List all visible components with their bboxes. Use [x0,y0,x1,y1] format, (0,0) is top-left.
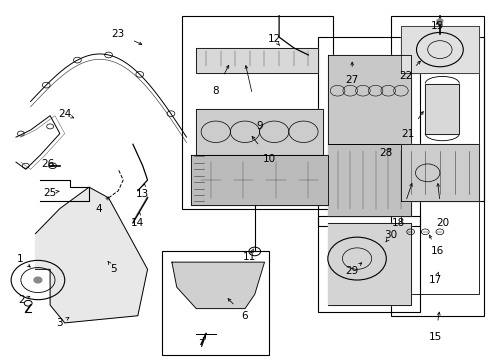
Polygon shape [328,144,411,216]
Polygon shape [172,262,265,309]
Text: 27: 27 [345,75,359,85]
Polygon shape [196,48,318,73]
Text: 9: 9 [256,121,263,131]
Text: 3: 3 [56,318,63,328]
Text: 4: 4 [96,203,102,213]
Polygon shape [401,144,479,202]
Polygon shape [425,84,460,134]
Text: 13: 13 [136,189,149,199]
Text: 23: 23 [112,28,125,39]
Polygon shape [328,223,411,305]
Polygon shape [401,26,479,73]
Text: 30: 30 [385,230,398,240]
Circle shape [437,19,443,23]
Text: 15: 15 [428,332,441,342]
Text: 19: 19 [431,21,444,31]
Text: 26: 26 [41,159,54,169]
Text: 2: 2 [19,295,25,305]
Polygon shape [328,55,411,144]
Text: 14: 14 [131,218,145,228]
Text: 5: 5 [110,264,117,274]
Text: 1: 1 [17,253,23,264]
Text: 16: 16 [431,247,444,256]
Text: 11: 11 [243,252,256,262]
Polygon shape [192,155,328,205]
Circle shape [34,277,42,283]
Text: 8: 8 [213,86,219,96]
Text: 21: 21 [402,129,415,139]
Text: 6: 6 [242,311,248,321]
Text: 25: 25 [44,188,57,198]
Text: 7: 7 [198,339,204,349]
Polygon shape [35,187,147,323]
Text: 29: 29 [345,266,359,276]
Text: 17: 17 [428,275,441,285]
Text: 18: 18 [392,218,405,228]
Text: 12: 12 [268,34,281,44]
Text: 28: 28 [380,148,393,158]
Polygon shape [196,109,323,155]
Text: 24: 24 [58,109,72,119]
Text: 20: 20 [436,218,449,228]
Text: 22: 22 [399,71,413,81]
Text: 10: 10 [263,154,276,163]
